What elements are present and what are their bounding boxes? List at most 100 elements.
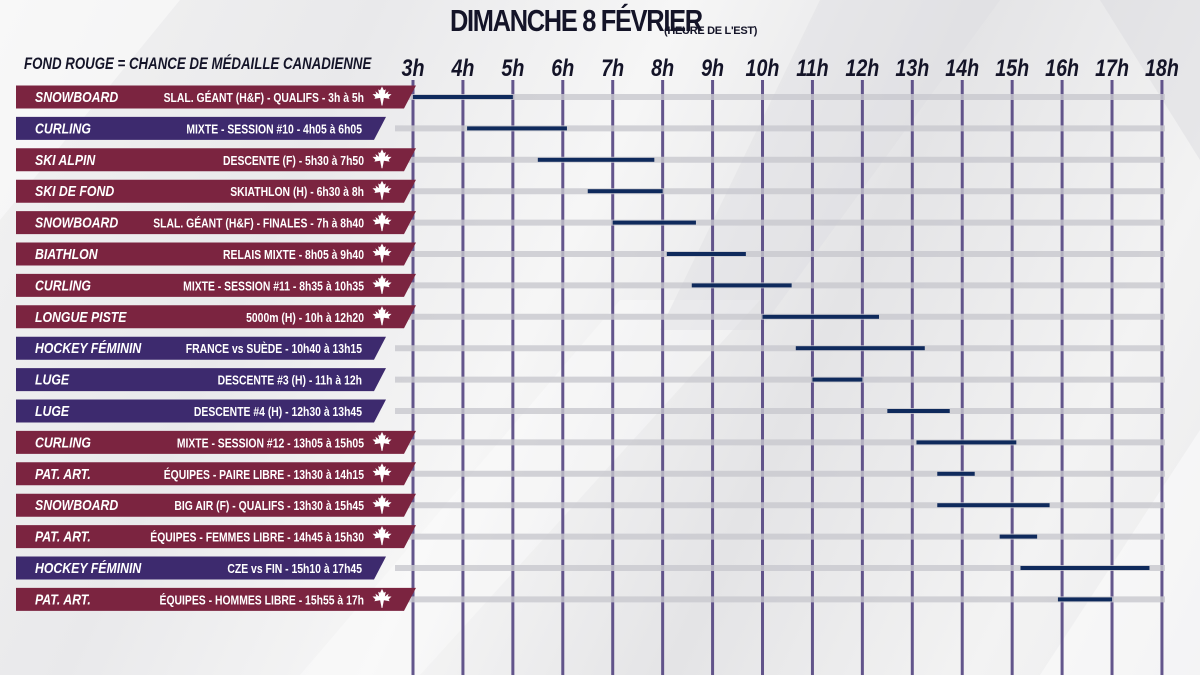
maple-leaf-icon (372, 274, 392, 294)
event-detail-label: 5000m (H) - 10h à 12h20 (246, 311, 364, 325)
tick-label-9h: 9h (701, 54, 724, 81)
event-detail-label: DESCENTE #4 (H) - 12h30 à 13h45 (194, 405, 363, 419)
tick-label-5h: 5h (501, 54, 524, 81)
sport-label: SNOWBOARD (35, 89, 118, 105)
event-detail-label: BIG AIR (F) - QUALIFS - 13h30 à 15h45 (174, 499, 364, 513)
event-bar (812, 377, 863, 382)
event-row-background (16, 242, 416, 266)
event-bar (937, 503, 1050, 508)
event-row: SNOWBOARD SLAL. GÉANT (H&F) - FINALES - 7… (16, 211, 416, 235)
page-title: DIMANCHE 8 FÉVRIER (HEURE DE L'EST) (450, 3, 757, 39)
event-detail-label: DESCENTE (F) - 5h30 à 7h50 (223, 154, 364, 168)
tick-label-8h: 8h (651, 54, 674, 81)
event-row-background (16, 116, 386, 140)
event-bar (537, 157, 655, 162)
sport-label: SKI ALPIN (35, 152, 96, 168)
event-detail-label: SLAL. GÉANT (H&F) - FINALES - 7h à 8h40 (153, 217, 364, 231)
event-detail-label: MIXTE - SESSION #12 - 13h05 à 15h05 (177, 436, 365, 450)
event-bar (937, 471, 975, 476)
event-detail-label: ÉQUIPES - HOMMES LIBRE - 15h55 à 17h (160, 593, 364, 607)
event-row: LONGUE PISTE 5000m (H) - 10h à 12h20 (16, 305, 416, 329)
event-row: CURLING MIXTE - SESSION #10 - 4h05 à 6h05 (16, 116, 386, 140)
tick-label-4h: 4h (451, 54, 475, 81)
sport-label: SKI DE FOND (35, 183, 114, 199)
event-row: HOCKEY FÉMININ FRANCE vs SUÈDE - 10h40 à … (16, 336, 386, 360)
event-row: CURLING MIXTE - SESSION #11 - 8h35 à 10h3… (16, 273, 416, 297)
event-bar (691, 283, 792, 288)
tick-label-13h: 13h (895, 54, 929, 81)
event-detail-label: DESCENTE #3 (H) - 11h à 12h (218, 374, 362, 388)
sport-label: SNOWBOARD (35, 214, 118, 230)
tick-label-14h: 14h (945, 54, 979, 81)
event-row-background (16, 493, 416, 517)
sport-label: HOCKEY FÉMININ (35, 559, 142, 576)
maple-leaf-icon (372, 526, 392, 546)
event-detail-label: ÉQUIPES - PAIRE LIBRE - 13h30 à 14h15 (164, 468, 365, 482)
event-row: LUGE DESCENTE #4 (H) - 12h30 à 13h45 (16, 399, 386, 423)
event-bar (1020, 566, 1150, 570)
sport-label: LUGE (35, 371, 70, 387)
event-row-background (16, 273, 416, 297)
maple-leaf-icon (372, 180, 392, 200)
event-row: SNOWBOARD BIG AIR (F) - QUALIFS - 13h30 à… (16, 493, 416, 517)
maple-leaf-icon (372, 463, 392, 483)
event-row-background (16, 430, 416, 454)
event-bar (467, 126, 567, 131)
event-bar (612, 220, 696, 225)
event-bar (916, 440, 1017, 445)
event-detail-label: SKIATHLON (H) - 6h30 à 8h (230, 185, 364, 199)
event-detail-label: MIXTE - SESSION #10 - 4h05 à 6h05 (186, 122, 362, 136)
event-detail-label: ÉQUIPES - FEMMES LIBRE - 14h45 à 15h30 (150, 531, 364, 545)
event-bar (999, 534, 1038, 539)
event-row: PAT. ART. ÉQUIPES - FEMMES LIBRE - 14h45 … (16, 525, 416, 549)
sport-label: HOCKEY FÉMININ (35, 339, 142, 356)
event-detail-label: FRANCE vs SUÈDE - 10h40 à 13h15 (186, 342, 363, 356)
tick-label-17h: 17h (1095, 54, 1129, 81)
event-row-background (16, 305, 416, 329)
event-row: SKI ALPIN DESCENTE (F) - 5h30 à 7h50 (16, 148, 416, 172)
event-bar (587, 189, 663, 194)
event-row: LUGE DESCENTE #3 (H) - 11h à 12h (16, 368, 386, 392)
event-row-background (16, 179, 416, 203)
event-row: PAT. ART. ÉQUIPES - HOMMES LIBRE - 15h55 … (16, 587, 416, 611)
title-text: DIMANCHE 8 FÉVRIER (450, 3, 703, 38)
event-detail-label: SLAL. GÉANT (H&F) - QUALIFS - 3h à 5h (164, 91, 364, 105)
event-row-background (16, 399, 386, 423)
tick-label-16h: 16h (1045, 54, 1079, 81)
event-bar (887, 409, 950, 413)
event-row-background (16, 336, 386, 360)
sport-label: CURLING (35, 120, 91, 136)
timezone-note: (HEURE DE L'EST) (664, 25, 758, 37)
sport-label: SNOWBOARD (35, 497, 118, 513)
event-row-background (16, 368, 386, 392)
event-row-background (16, 462, 416, 486)
event-row: BIATHLON RELAIS MIXTE - 8h05 à 9h40 (16, 242, 416, 266)
event-row-background (16, 556, 386, 580)
sport-label: PAT. ART. (35, 466, 91, 482)
sport-label: LUGE (35, 403, 70, 419)
maple-leaf-icon (372, 86, 392, 106)
event-row-background (16, 85, 416, 109)
event-row: SKI DE FOND SKIATHLON (H) - 6h30 à 8h (16, 179, 416, 203)
event-detail-label: MIXTE - SESSION #11 - 8h35 à 10h35 (183, 279, 364, 293)
event-bar (1057, 597, 1113, 602)
tick-label-11h: 11h (796, 54, 828, 81)
event-row: PAT. ART. ÉQUIPES - PAIRE LIBRE - 13h30 à… (16, 462, 416, 486)
event-detail-label: CZE vs FIN - 15h10 à 17h45 (227, 562, 362, 576)
tick-label-18h: 18h (1145, 54, 1179, 81)
event-row-background (16, 587, 416, 611)
maple-leaf-icon (372, 431, 392, 451)
event-bar (762, 314, 880, 319)
event-bar (413, 95, 513, 99)
tick-label-15h: 15h (995, 54, 1029, 81)
sport-label: BIATHLON (35, 246, 99, 262)
event-row-background (16, 211, 416, 235)
event-row: HOCKEY FÉMININ CZE vs FIN - 15h10 à 17h45 (16, 556, 386, 580)
maple-leaf-icon (372, 494, 392, 514)
tick-label-3h: 3h (402, 54, 425, 81)
tick-label-10h: 10h (746, 54, 780, 81)
sport-label: CURLING (35, 277, 91, 293)
maple-leaf-icon (372, 588, 392, 608)
sport-label: CURLING (35, 434, 91, 450)
